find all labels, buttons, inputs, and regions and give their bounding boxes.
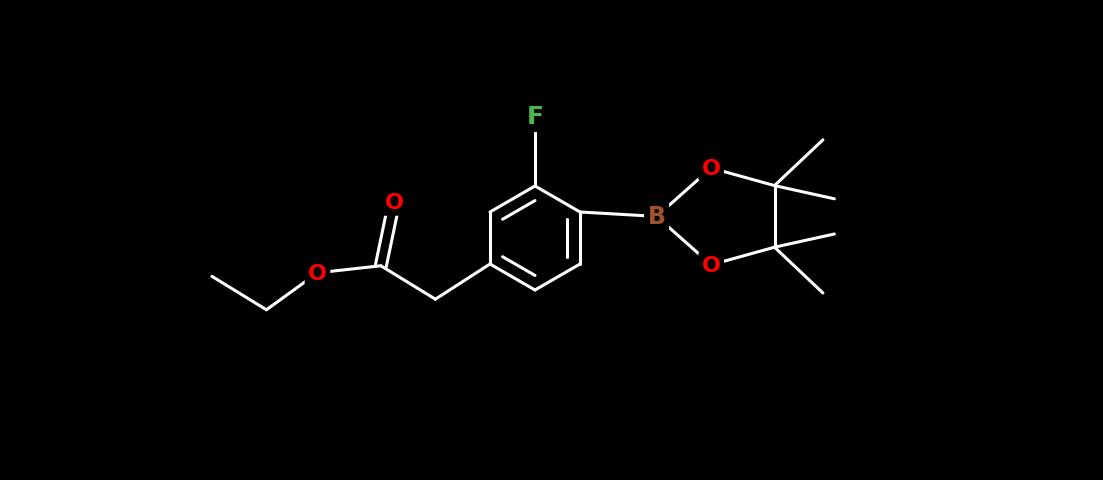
Text: O: O: [385, 193, 404, 213]
Text: F: F: [526, 105, 544, 129]
Text: B: B: [647, 205, 665, 229]
Text: O: O: [702, 159, 720, 179]
Text: O: O: [702, 255, 720, 275]
Text: O: O: [308, 263, 326, 283]
